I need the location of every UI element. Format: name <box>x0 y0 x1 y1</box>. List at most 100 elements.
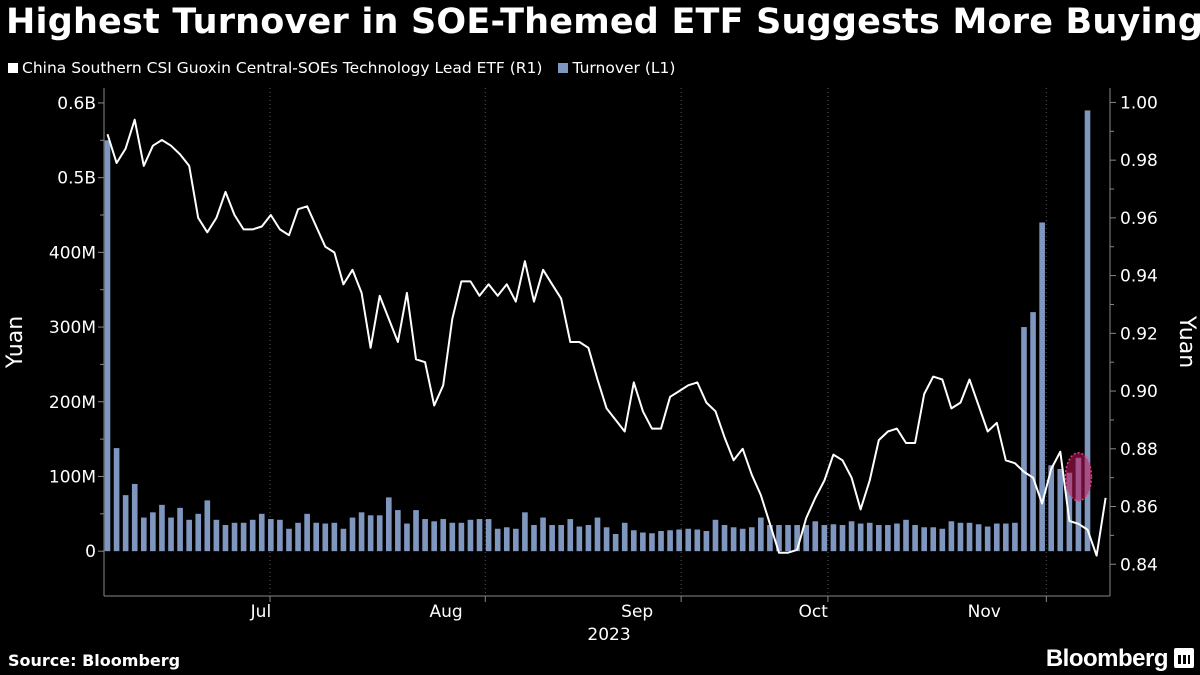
turnover-bar <box>494 528 501 552</box>
turnover-bar <box>485 519 492 552</box>
legend-item-turnover: Turnover (L1) <box>558 59 675 77</box>
left-tick-label: 300M <box>49 318 96 338</box>
turnover-bar <box>712 519 719 552</box>
turnover-bar <box>431 521 437 552</box>
turnover-bar <box>1021 327 1027 552</box>
turnover-bar <box>531 525 537 552</box>
turnover-bar <box>649 533 655 552</box>
x-tick-label: Jul <box>250 602 272 622</box>
turnover-bar <box>295 522 301 552</box>
legend-swatch-line <box>8 63 18 73</box>
source-note: Source: Bloomberg <box>8 651 181 670</box>
turnover-bar <box>1066 472 1073 552</box>
turnover-bar <box>930 527 937 552</box>
turnover-bar <box>630 530 637 552</box>
etf-price-line <box>106 118 1107 557</box>
turnover-bar <box>585 525 592 552</box>
turnover-bar <box>703 531 710 552</box>
right-tick-label: 0.92 <box>1120 324 1158 344</box>
x-tick-label: Sep <box>621 602 653 622</box>
turnover-bar <box>694 529 701 552</box>
turnover-bar <box>748 527 755 552</box>
turnover-bar <box>522 512 528 552</box>
turnover-bar <box>213 519 220 552</box>
turnover-bar <box>367 515 374 552</box>
turnover-bar <box>322 523 329 552</box>
turnover-bar <box>993 523 1000 552</box>
turnover-bar <box>812 521 819 552</box>
legend: China Southern CSI Guoxin Central-SOEs T… <box>8 59 691 77</box>
turnover-bar <box>104 140 111 552</box>
turnover-bar <box>966 522 973 552</box>
turnover-bar <box>739 528 746 552</box>
turnover-bar <box>676 529 682 552</box>
turnover-bar <box>621 522 628 552</box>
turnover-bar <box>277 519 283 552</box>
x-axis-year: 2023 <box>587 625 630 645</box>
turnover-bar <box>376 515 383 552</box>
turnover-bar <box>177 507 183 552</box>
turnover-bar <box>1057 469 1064 552</box>
left-tick-label: 100M <box>49 467 96 487</box>
turnover-bar <box>358 512 365 552</box>
left-tick-label: 200M <box>49 393 96 413</box>
turnover-bar <box>975 524 982 552</box>
turnover-bar <box>767 525 773 552</box>
turnover-bar <box>231 522 238 552</box>
turnover-bar <box>1030 312 1036 552</box>
legend-item-etf-price: China Southern CSI Guoxin Central-SOEs T… <box>8 59 542 77</box>
turnover-bar <box>685 528 692 552</box>
right-tick-label: 0.84 <box>1120 555 1158 575</box>
x-tick-label: Nov <box>968 602 1001 622</box>
turnover-bar <box>122 495 129 552</box>
turnover-bar <box>730 527 737 552</box>
right-tick-label: 0.96 <box>1120 209 1158 229</box>
turnover-bar <box>422 519 428 552</box>
turnover-bar <box>113 448 120 552</box>
turnover-bar <box>395 510 401 552</box>
turnover-bar <box>513 528 519 552</box>
turnover-bar <box>540 517 546 552</box>
turnover-bar <box>948 521 955 552</box>
turnover-bar <box>449 522 456 552</box>
left-tick-label: 0.6B <box>57 94 96 114</box>
turnover-bar <box>984 526 991 552</box>
turnover-bar <box>1084 110 1091 552</box>
x-tick-label: Aug <box>429 602 462 622</box>
right-tick-label: 0.90 <box>1120 382 1158 402</box>
turnover-bar <box>503 527 510 552</box>
turnover-bar <box>204 500 211 552</box>
turnover-bar <box>921 527 927 552</box>
left-axis-title: Yuan <box>3 316 28 369</box>
turnover-bar <box>195 513 202 552</box>
turnover-bar <box>830 524 837 552</box>
turnover-bar <box>258 513 265 552</box>
turnover-bar <box>576 526 583 552</box>
turnover-bar <box>721 525 728 552</box>
left-tick-label: 400M <box>49 243 96 263</box>
turnover-bar <box>476 519 483 552</box>
legend-label-turnover: Turnover (L1) <box>572 59 676 77</box>
turnover-bar <box>1075 457 1082 552</box>
turnover-bar <box>803 525 810 552</box>
turnover-bar <box>286 528 292 552</box>
bloomberg-logo: Bloomberg <box>1045 645 1169 672</box>
turnover-bar <box>885 525 891 552</box>
legend-label-etf-price: China Southern CSI Guoxin Central-SOEs T… <box>22 59 543 77</box>
turnover-bar <box>558 525 565 552</box>
turnover-bar <box>168 517 174 552</box>
turnover-bar <box>1039 222 1045 552</box>
turnover-bar <box>331 522 338 552</box>
turnover-bar <box>839 525 846 552</box>
right-axis-title: Yuan <box>1174 315 1199 368</box>
turnover-bar <box>939 528 946 552</box>
turnover-bar <box>304 513 310 552</box>
turnover-bar <box>594 517 601 552</box>
turnover-bar <box>140 517 147 552</box>
turnover-bar <box>894 523 900 552</box>
turnover-bar <box>866 522 873 552</box>
left-tick-label: 0.5B <box>57 169 96 189</box>
turnover-bar <box>1012 522 1018 552</box>
latest-turnover-highlight <box>1064 452 1093 502</box>
